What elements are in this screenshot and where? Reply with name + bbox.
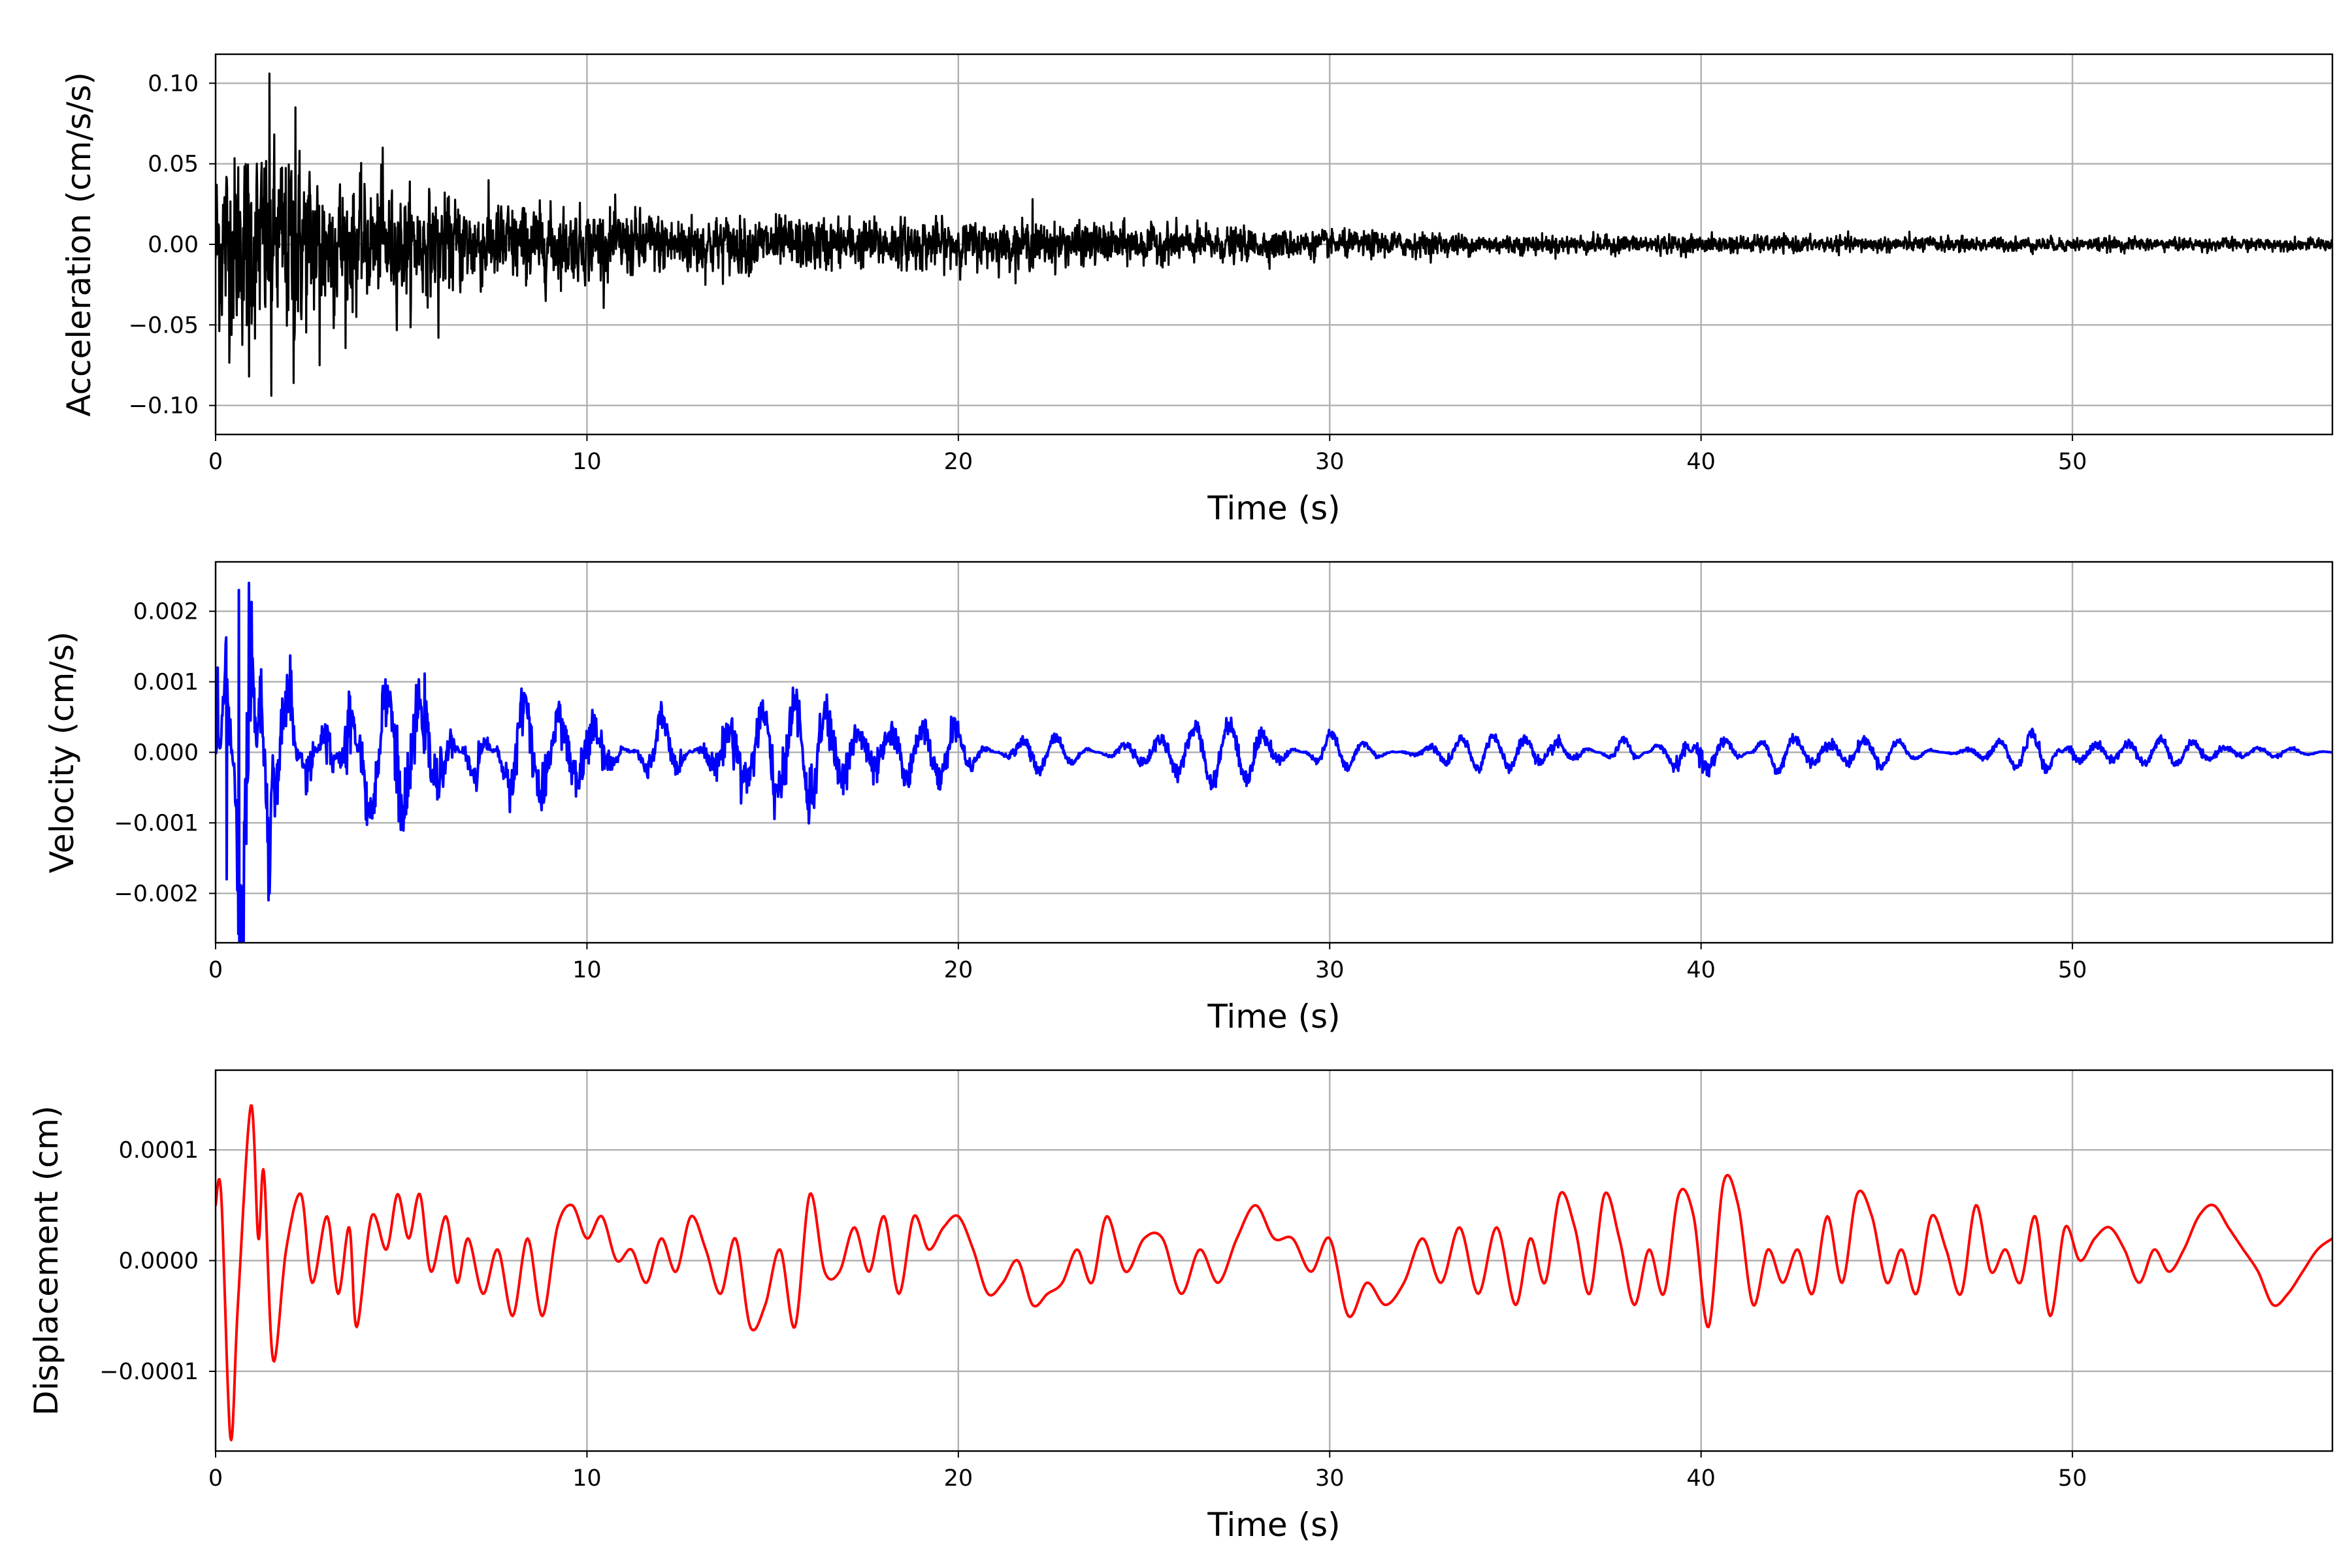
x-tick-label: 30 — [1315, 957, 1345, 983]
velocity-x-ticks: 0 10 20 30 40 50 — [208, 943, 2087, 983]
x-tick-label: 10 — [572, 957, 602, 983]
x-tick-label: 30 — [1315, 449, 1345, 475]
acceleration-y-axis-title: Acceleration (cm/s/s) — [60, 72, 98, 417]
x-tick-label: 50 — [2058, 957, 2087, 983]
x-tick-label: 10 — [572, 1465, 602, 1492]
y-tick-label: 0.05 — [148, 152, 199, 178]
x-tick-label: 30 — [1315, 1465, 1345, 1492]
y-tick-label: 0.0001 — [119, 1137, 199, 1164]
displacement-x-ticks: 0 10 20 30 40 50 — [208, 1451, 2087, 1492]
y-tick-label: 0.000 — [133, 740, 199, 766]
velocity-y-axis-title: Velocity (cm/s) — [43, 631, 81, 873]
x-tick-label: 0 — [208, 957, 223, 983]
y-tick-label: 0.00 — [148, 232, 199, 258]
acceleration-y-ticks: −0.10 −0.05 0.00 0.05 0.10 — [129, 71, 216, 419]
y-tick-label: −0.002 — [114, 881, 199, 907]
x-tick-label: 0 — [208, 1465, 223, 1492]
velocity-line — [216, 581, 2332, 943]
x-tick-label: 40 — [1686, 1465, 1716, 1492]
y-tick-label: 0.0000 — [119, 1249, 199, 1275]
velocity-panel: 0 10 20 30 40 50 −0.002 −0.001 0.000 0.001 0.002 Ti… — [43, 561, 2334, 1036]
y-tick-label: −0.05 — [129, 312, 199, 338]
x-tick-label: 50 — [2058, 1465, 2087, 1492]
displacement-line — [216, 1104, 2332, 1442]
x-tick-label: 40 — [1686, 957, 1716, 983]
x-tick-label: 50 — [2058, 449, 2087, 475]
acceleration-line — [216, 73, 2332, 397]
y-tick-label: 0.001 — [133, 670, 199, 696]
displacement-y-ticks: −0.0001 0.0000 0.0001 — [99, 1137, 216, 1385]
y-tick-label: −0.10 — [129, 393, 199, 419]
x-tick-label: 20 — [944, 957, 973, 983]
acceleration-x-ticks: 0 10 20 30 40 50 — [208, 434, 2087, 475]
velocity-series — [216, 581, 2332, 943]
acceleration-x-axis-title: Time (s) — [1207, 489, 1340, 527]
velocity-y-ticks: −0.002 −0.001 0.000 0.001 0.002 — [114, 599, 216, 907]
y-tick-label: 0.002 — [133, 599, 199, 625]
y-tick-label: 0.10 — [148, 71, 199, 97]
displacement-y-axis-title: Displacement (cm) — [27, 1105, 65, 1416]
x-tick-label: 20 — [944, 449, 973, 475]
y-tick-label: −0.001 — [114, 810, 199, 836]
x-tick-label: 0 — [208, 449, 223, 475]
velocity-x-axis-title: Time (s) — [1207, 998, 1340, 1036]
acceleration-series — [216, 73, 2332, 397]
displacement-panel: 0 10 20 30 40 50 −0.0001 0.0000 0.0001 Time (s) Di… — [27, 1069, 2334, 1544]
x-tick-label: 40 — [1686, 449, 1716, 475]
y-tick-label: −0.0001 — [99, 1359, 199, 1385]
x-tick-label: 20 — [944, 1465, 973, 1492]
x-tick-label: 10 — [572, 449, 602, 475]
displacement-x-axis-title: Time (s) — [1207, 1506, 1340, 1544]
displacement-series — [216, 1104, 2332, 1442]
acceleration-panel: 0 10 20 30 40 50 −0.10 −0.05 0.00 0.05 0.10 Time (s… — [60, 53, 2334, 527]
